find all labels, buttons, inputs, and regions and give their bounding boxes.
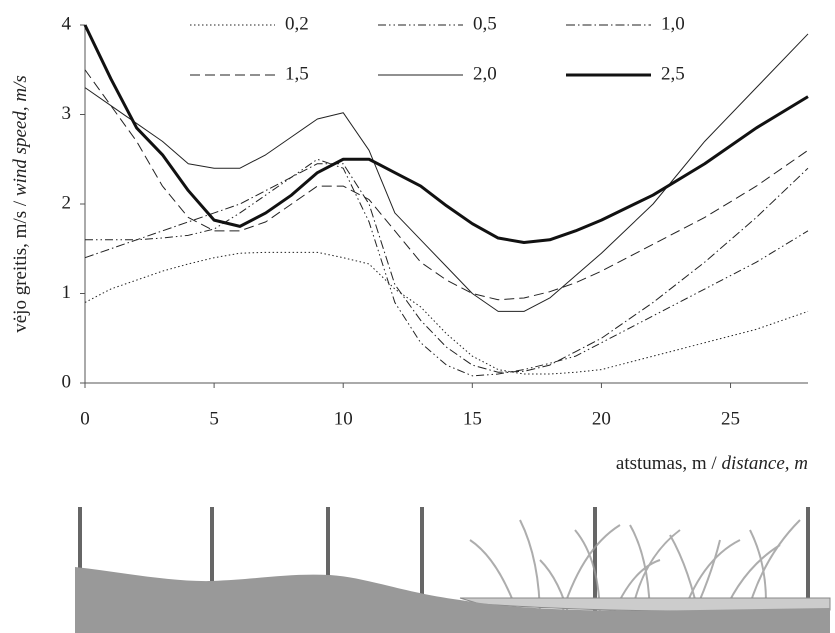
y-tick-label: 0: [62, 371, 72, 392]
data-line: [85, 70, 808, 300]
data-line: [85, 25, 808, 242]
legend-label: 0,5: [473, 13, 497, 34]
x-tick-label: 5: [209, 408, 219, 429]
x-tick-label: 20: [592, 408, 611, 429]
y-tick-label: 3: [62, 103, 72, 124]
y-tick-label: 4: [62, 13, 72, 34]
legend-label: 2,0: [473, 63, 497, 84]
terrain-diagram: [75, 507, 830, 633]
x-tick-label: 15: [463, 408, 482, 429]
legend-label: 1,0: [661, 13, 685, 34]
data-line: [85, 252, 808, 374]
x-tick-label: 10: [334, 408, 353, 429]
y-tick-label: 1: [62, 282, 72, 303]
chart: vėjo greitis, m/s / wind speed, m/s atst…: [0, 0, 835, 633]
x-tick-label: 0: [80, 408, 90, 429]
x-tick-label: 25: [721, 408, 740, 429]
data-line: [85, 159, 808, 376]
y-axis-label: vėjo greitis, m/s / wind speed, m/s: [10, 75, 31, 333]
x-axis-label: atstumas, m / distance, m: [616, 453, 808, 474]
legend-label: 2,5: [661, 63, 685, 84]
y-tick-label: 2: [62, 192, 72, 213]
legend-label: 1,5: [285, 63, 309, 84]
data-line: [85, 34, 808, 311]
legend-label: 0,2: [285, 13, 309, 34]
